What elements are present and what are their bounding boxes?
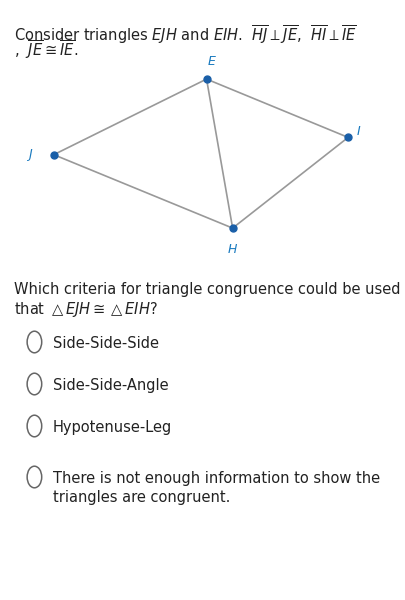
Text: H: H — [228, 242, 237, 256]
Text: There is not enough information to show the: There is not enough information to show … — [53, 471, 380, 486]
Text: Side-Side-Angle: Side-Side-Angle — [53, 378, 168, 393]
Text: Which criteria for triangle congruence could be used to show: Which criteria for triangle congruence c… — [14, 282, 405, 297]
Text: triangles are congruent.: triangles are congruent. — [53, 490, 230, 505]
Text: Hypotenuse-Leg: Hypotenuse-Leg — [53, 420, 172, 435]
Text: J: J — [28, 148, 31, 161]
Text: E: E — [207, 55, 215, 68]
Text: ,  $\overline{JE} \cong \overline{IE}$.: , $\overline{JE} \cong \overline{IE}$. — [14, 39, 78, 62]
Text: I: I — [356, 125, 360, 138]
Text: that $\triangle EJH \cong \triangle EIH$?: that $\triangle EJH \cong \triangle EIH$… — [14, 300, 158, 319]
Text: Side-Side-Side: Side-Side-Side — [53, 336, 159, 351]
Text: Consider triangles $EJH$ and $EIH$.  $\overline{HJ} \perp \overline{JE}$,  $\ove: Consider triangles $EJH$ and $EIH$. $\ov… — [14, 24, 357, 47]
